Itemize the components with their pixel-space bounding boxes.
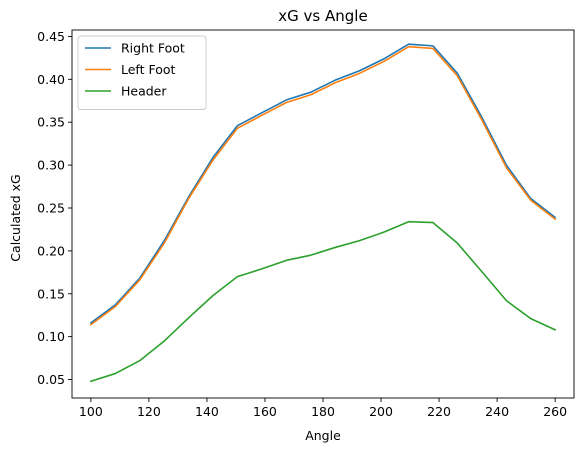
y-tick-label: 0.10	[37, 329, 65, 344]
series-line-right-foot	[89, 43, 557, 325]
y-axis-label: Calculated xG	[8, 174, 23, 261]
y-tick-label: 0.45	[37, 29, 65, 44]
y-tick-label: 0.30	[37, 158, 65, 173]
series-layer	[89, 43, 557, 383]
x-tick-label: 180	[311, 404, 335, 419]
y-tick-label: 0.40	[37, 72, 65, 87]
x-tick-label: 240	[485, 404, 509, 419]
y-tick-label: 0.05	[37, 372, 65, 387]
y-tick-label: 0.20	[37, 243, 65, 258]
x-tick-label: 260	[543, 404, 567, 419]
y-axis-ticks: 0.05 0.10 0.15 0.20 0.25 0.30 0.35 0.40 0.45	[37, 29, 72, 387]
x-tick-label: 200	[369, 404, 393, 419]
legend-label-right-foot: Right Foot	[121, 41, 185, 56]
y-tick-label: 0.15	[37, 286, 65, 301]
legend-label-header: Header	[121, 84, 167, 99]
x-tick-label: 160	[253, 404, 277, 419]
x-tick-label: 120	[137, 404, 161, 419]
x-tick-label: 140	[195, 404, 219, 419]
y-tick-label: 0.35	[37, 115, 65, 130]
legend-label-left-foot: Left Foot	[121, 62, 176, 77]
legend: Right Foot Left Foot Header	[77, 35, 207, 110]
series-line-left-foot	[89, 45, 557, 326]
x-axis-ticks: 100 120 140 160 180 200 220 240 260	[79, 398, 567, 419]
x-tick-label: 100	[79, 404, 103, 419]
x-tick-label: 220	[427, 404, 451, 419]
y-tick-label: 0.25	[37, 200, 65, 215]
series-line-header	[89, 220, 557, 383]
chart-title: xG vs Angle	[278, 7, 367, 25]
x-axis-label: Angle	[305, 428, 341, 443]
